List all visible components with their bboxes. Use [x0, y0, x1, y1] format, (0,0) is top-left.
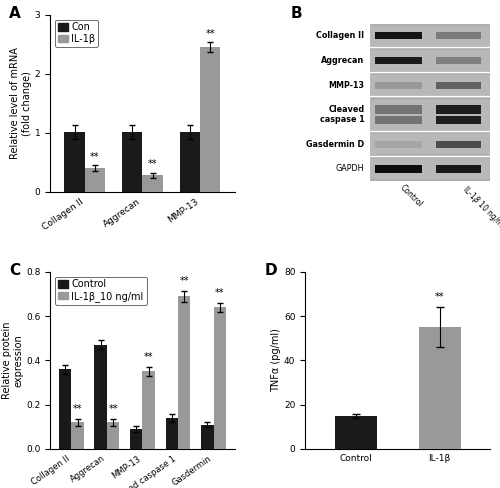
Text: C: C	[10, 263, 20, 278]
Text: **: **	[215, 288, 224, 298]
Text: B: B	[290, 6, 302, 21]
FancyBboxPatch shape	[376, 141, 422, 148]
Bar	[94, 345, 107, 449]
FancyBboxPatch shape	[370, 159, 490, 179]
FancyBboxPatch shape	[376, 81, 422, 89]
Bar	[64, 132, 84, 192]
Text: Control: Control	[398, 183, 424, 209]
Text: Aggrecan: Aggrecan	[321, 56, 364, 65]
Bar	[84, 168, 105, 192]
Text: Collagen II: Collagen II	[316, 31, 364, 41]
Bar	[59, 369, 72, 449]
FancyBboxPatch shape	[436, 81, 481, 89]
Bar	[107, 423, 120, 449]
FancyBboxPatch shape	[370, 50, 490, 71]
Bar	[334, 416, 376, 449]
FancyBboxPatch shape	[370, 100, 490, 130]
FancyBboxPatch shape	[376, 105, 422, 114]
Bar	[122, 132, 142, 192]
Text: MMP-13: MMP-13	[328, 81, 364, 90]
Bar	[200, 47, 220, 192]
FancyBboxPatch shape	[376, 116, 422, 124]
Text: **: **	[90, 152, 100, 162]
FancyBboxPatch shape	[436, 116, 481, 124]
Legend: Con, IL-1β: Con, IL-1β	[55, 20, 98, 47]
FancyBboxPatch shape	[370, 75, 490, 95]
Bar	[142, 175, 163, 192]
Bar	[178, 296, 190, 449]
Bar	[201, 425, 213, 449]
Text: A: A	[10, 6, 21, 21]
FancyBboxPatch shape	[376, 165, 422, 173]
Bar	[180, 132, 200, 192]
FancyBboxPatch shape	[370, 134, 490, 155]
FancyBboxPatch shape	[436, 32, 481, 40]
Bar	[130, 429, 142, 449]
Text: **: **	[73, 404, 83, 414]
FancyBboxPatch shape	[436, 165, 481, 173]
FancyBboxPatch shape	[436, 105, 481, 114]
Text: **: **	[144, 352, 154, 362]
Text: GAPDH: GAPDH	[336, 164, 364, 173]
Text: **: **	[148, 160, 158, 169]
Text: Cleaved
caspase 1: Cleaved caspase 1	[320, 105, 364, 124]
Text: **: **	[180, 276, 189, 285]
Bar	[166, 418, 178, 449]
Bar	[418, 327, 461, 449]
Y-axis label: Relative level of mRNA
(fold change): Relative level of mRNA (fold change)	[10, 47, 32, 159]
FancyBboxPatch shape	[370, 26, 490, 46]
Bar	[214, 307, 226, 449]
Text: IL-1$\beta$ 10 ng/ml: IL-1$\beta$ 10 ng/ml	[458, 183, 500, 232]
FancyBboxPatch shape	[370, 23, 490, 181]
FancyBboxPatch shape	[436, 141, 481, 148]
Bar	[72, 423, 84, 449]
Text: Gasdermin D: Gasdermin D	[306, 140, 364, 149]
Text: **: **	[108, 404, 118, 414]
FancyBboxPatch shape	[376, 32, 422, 40]
Text: D: D	[264, 263, 277, 278]
Text: **: **	[206, 29, 215, 39]
Text: **: **	[435, 292, 444, 302]
Bar	[142, 371, 155, 449]
Legend: Control, IL-1β_10 ng/ml: Control, IL-1β_10 ng/ml	[55, 277, 146, 305]
Y-axis label: TNFα (pg/ml): TNFα (pg/ml)	[271, 328, 281, 392]
Y-axis label: Relative protein
expression: Relative protein expression	[2, 322, 23, 399]
FancyBboxPatch shape	[436, 57, 481, 64]
FancyBboxPatch shape	[376, 57, 422, 64]
